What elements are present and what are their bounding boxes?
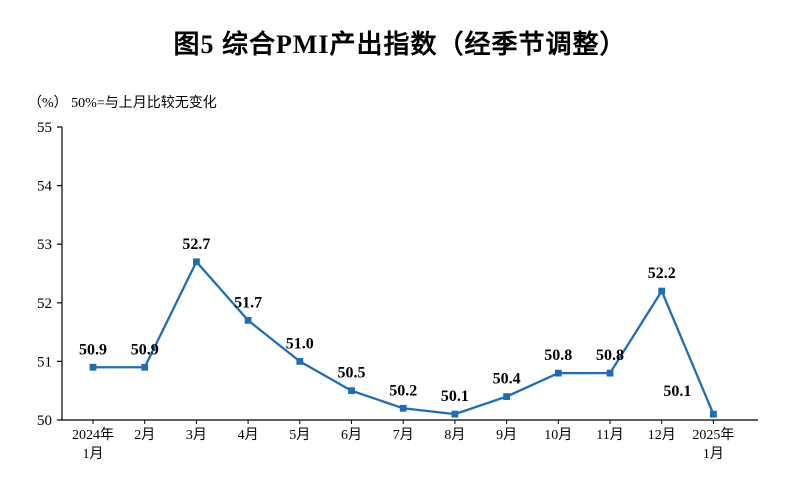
x-tick-label: 11月 [596, 427, 623, 443]
x-tick-label: 6月 [341, 427, 362, 443]
data-label: 50.8 [596, 347, 624, 364]
data-label: 52.2 [648, 265, 676, 282]
unit-note: （%） 50%=与上月比较无变化 [28, 96, 217, 111]
data-label: 51.7 [234, 294, 262, 311]
data-point-marker [658, 287, 666, 295]
data-label: 50.4 [493, 371, 521, 388]
data-label: 51.0 [286, 335, 314, 352]
data-point-marker [193, 258, 200, 266]
x-tick-label: 3月 [186, 427, 207, 443]
data-label: 52.7 [182, 236, 210, 253]
data-label: 50.9 [79, 341, 107, 358]
data-point-marker [606, 369, 614, 377]
x-tick-label: 5月 [289, 427, 310, 443]
y-tick-label: 50 [37, 413, 52, 429]
data-point-marker [89, 363, 97, 371]
x-tick-label: 12月 [648, 427, 676, 443]
y-tick-label: 54 [37, 179, 53, 195]
data-point-marker [296, 358, 304, 365]
data-point-marker [141, 363, 149, 371]
data-point-marker [348, 387, 355, 395]
data-label: 50.1 [441, 388, 469, 405]
data-label: 50.1 [663, 383, 691, 400]
data-point-marker [399, 404, 407, 412]
data-point-marker [451, 410, 459, 418]
x-tick-label: 10月 [544, 427, 572, 443]
data-point-marker [244, 316, 252, 324]
y-tick-label: 53 [37, 237, 52, 253]
data-label: 50.9 [131, 341, 159, 358]
y-tick-label: 55 [37, 120, 52, 136]
x-tick-label: 4月 [238, 427, 259, 443]
x-tick-label: 8月 [444, 427, 465, 443]
x-tick-label: 2025年 1月 [692, 427, 734, 462]
x-tick-label: 2024年 1月 [72, 427, 114, 462]
data-point-marker [503, 393, 510, 400]
x-tick-label: 9月 [496, 427, 517, 443]
data-label: 50.5 [338, 365, 366, 382]
x-tick-label: 2月 [134, 427, 155, 443]
x-tick-label: 7月 [393, 427, 414, 443]
data-point-marker [554, 369, 562, 377]
chart-title: 图5 综合PMI产出指数（经季节调整） [173, 30, 627, 59]
data-label: 50.8 [544, 347, 572, 364]
y-tick-label: 52 [37, 296, 52, 312]
data-label: 50.2 [389, 382, 417, 399]
data-point-marker [710, 410, 717, 418]
y-tick-label: 51 [37, 354, 52, 370]
